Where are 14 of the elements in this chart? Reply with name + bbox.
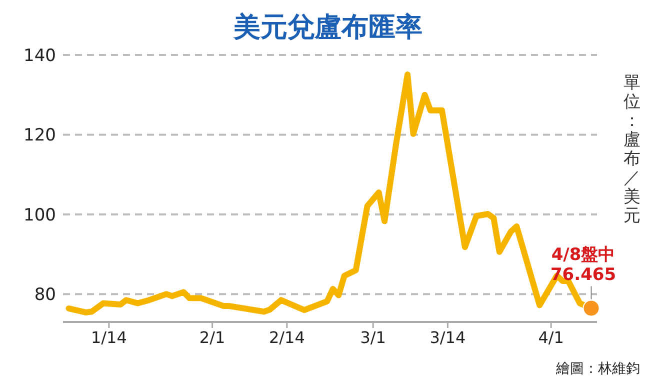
y-axis-title: 單位：盧布／美元 — [624, 73, 640, 226]
chart-title: 美元兌盧布匯率 — [232, 12, 422, 43]
x-tick-label: 4/1 — [538, 328, 564, 347]
y-tick-label: 100 — [24, 205, 56, 226]
x-tick-label: 2/14 — [268, 328, 305, 347]
x-tick-label: 1/14 — [90, 328, 127, 347]
y-tick-label: 140 — [24, 46, 56, 66]
y-tick-label: 80 — [34, 285, 56, 306]
y-tick-label: 120 — [24, 126, 56, 146]
annotation: 4/8盤中 76.465 — [550, 245, 616, 286]
x-tick-label: 3/14 — [430, 328, 466, 347]
x-tick-label: 2/1 — [199, 328, 226, 347]
text: 繪圖：林維鈞 — [555, 361, 640, 377]
x-tick-label: 3/1 — [360, 328, 386, 347]
